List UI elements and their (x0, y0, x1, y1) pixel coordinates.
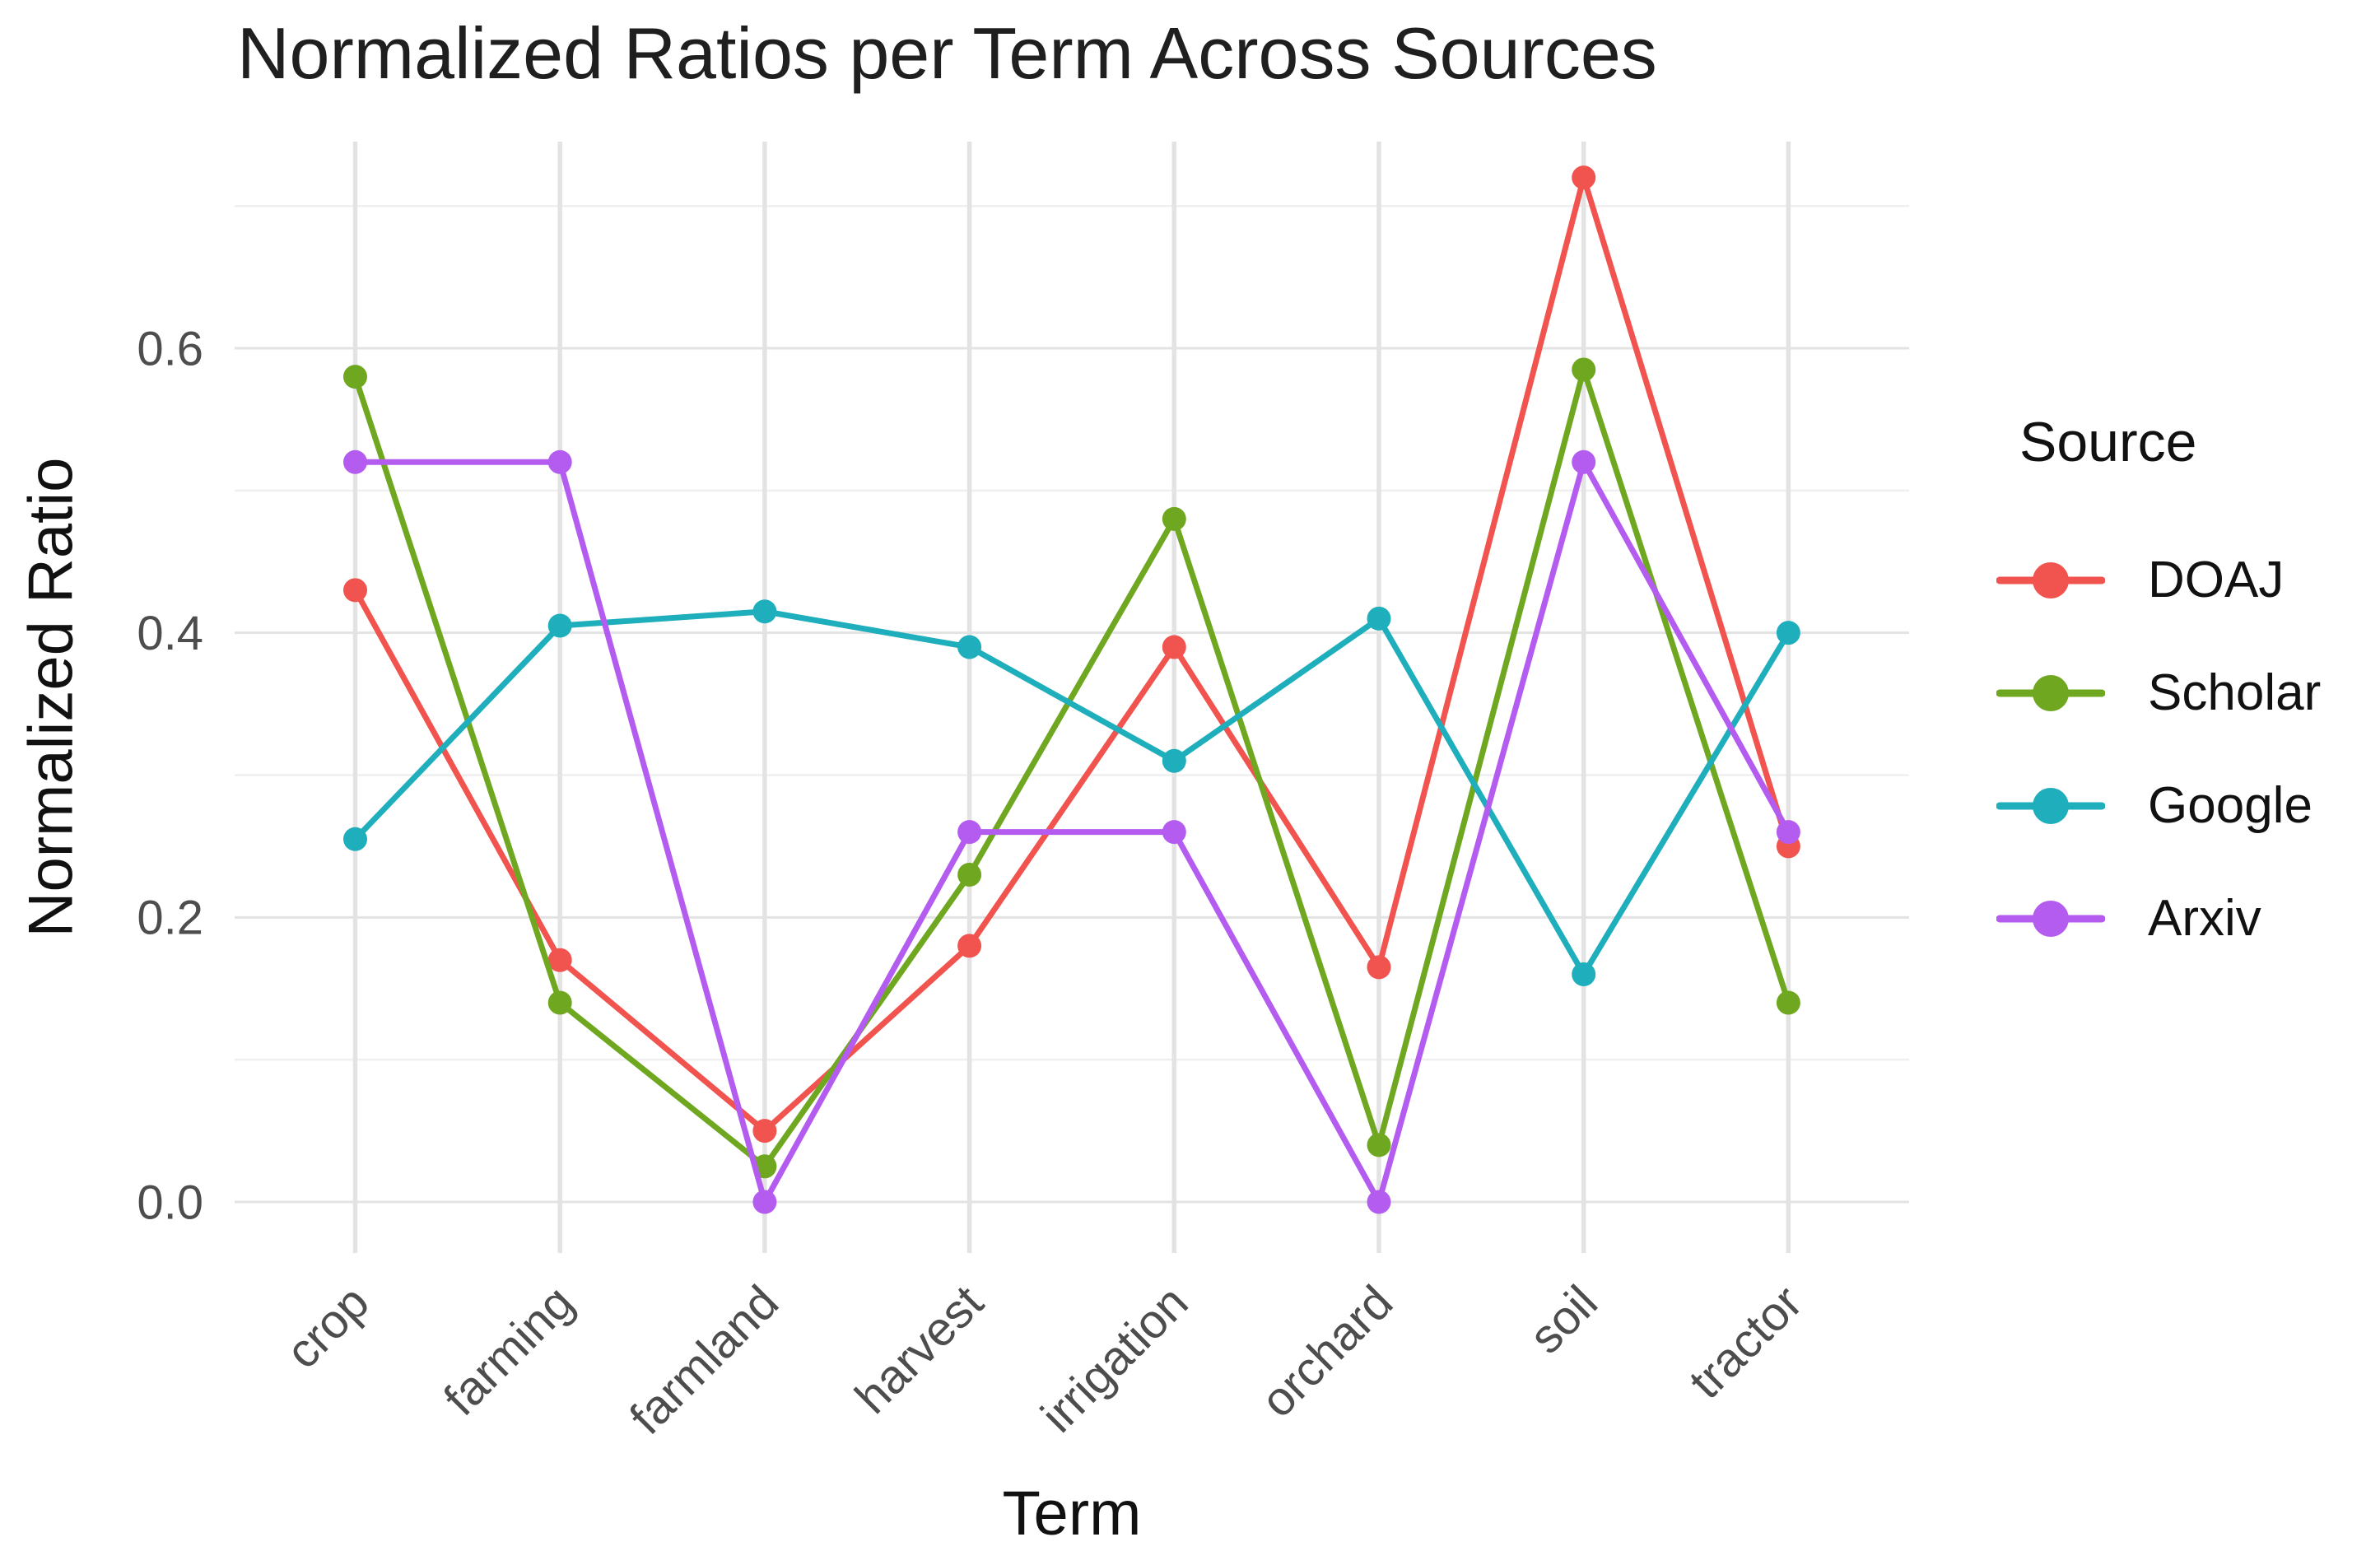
series-line-scholar (352, 366, 1791, 1170)
data-point-arxiv-soil (1572, 449, 1596, 474)
legend-item-google: Google (1996, 749, 2321, 862)
data-point-arxiv-farming (547, 449, 572, 474)
x-tick-label-farmland: farmland (620, 1275, 789, 1445)
data-point-arxiv-orchard (1367, 1190, 1391, 1214)
x-tick-label-irrigation: irrigation (1031, 1275, 1198, 1442)
series-line-doaj (352, 175, 1791, 1134)
y-tick-label: 0.0 (137, 1176, 203, 1229)
data-point-arxiv-farmland (752, 1190, 777, 1214)
data-point-scholar-crop (343, 365, 367, 389)
legend-key-dot (2033, 900, 2069, 937)
data-point-doaj-farmland (752, 1119, 777, 1143)
series-line-arxiv (352, 459, 1791, 1205)
y-tick-label: 0.2 (137, 892, 203, 945)
legend: Source DOAJ Scholar Google Arxiv (1996, 410, 2321, 975)
data-point-scholar-harvest (957, 862, 982, 887)
data-point-doaj-irrigation (1162, 635, 1186, 659)
data-point-google-farmland (752, 599, 777, 624)
data-point-scholar-farming (547, 990, 572, 1015)
x-tick-label-soil: soil (1519, 1275, 1608, 1364)
data-point-scholar-soil (1572, 357, 1596, 382)
legend-item-doaj: DOAJ (1996, 524, 2321, 636)
x-tick-label-orchard: orchard (1251, 1275, 1403, 1428)
x-axis-title: Term (1002, 1479, 1142, 1549)
legend-key-dot (2033, 561, 2069, 599)
y-tick-label: 0.6 (137, 322, 203, 375)
data-point-scholar-orchard (1367, 1133, 1391, 1157)
legend-label: Scholar (2148, 664, 2322, 721)
x-tick-label-harvest: harvest (845, 1275, 993, 1423)
legend-key-icon (1996, 900, 2105, 937)
data-point-arxiv-harvest (957, 820, 982, 845)
legend-key-icon (1996, 787, 2105, 824)
data-point-doaj-soil (1572, 165, 1596, 190)
data-point-google-harvest (957, 635, 982, 659)
legend-label: DOAJ (2148, 552, 2285, 608)
legend-key-dot (2033, 787, 2069, 824)
x-tick-label-crop: crop (276, 1275, 380, 1379)
legend-label: Arxiv (2148, 890, 2261, 947)
legend-item-arxiv: Arxiv (1996, 862, 2321, 975)
x-tick-label-tractor: tractor (1679, 1275, 1812, 1409)
data-point-doaj-orchard (1367, 955, 1391, 980)
series-line-google (352, 608, 1791, 977)
data-point-arxiv-tractor (1776, 820, 1800, 845)
legend-label: Google (2148, 777, 2312, 834)
data-point-doaj-crop (343, 578, 367, 603)
data-point-google-soil (1572, 962, 1596, 986)
data-point-google-crop (343, 827, 367, 851)
data-point-doaj-harvest (957, 934, 982, 958)
data-point-arxiv-irrigation (1162, 820, 1186, 845)
data-point-doaj-farming (547, 948, 572, 972)
data-point-google-farming (547, 613, 572, 638)
legend-key-icon (1996, 674, 2105, 711)
legend-title: Source (2019, 411, 2197, 473)
chart-title: Normalized Ratios per Term Across Source… (237, 12, 1657, 94)
data-point-scholar-tractor (1776, 990, 1800, 1015)
y-tick-label: 0.4 (137, 607, 203, 660)
legend-key-icon (1996, 561, 2105, 599)
data-point-arxiv-crop (343, 449, 367, 474)
x-tick-label-farming: farming (434, 1275, 585, 1426)
data-point-google-orchard (1367, 606, 1391, 631)
legend-key-dot (2033, 674, 2069, 711)
data-point-google-irrigation (1162, 748, 1186, 773)
data-point-scholar-irrigation (1162, 506, 1186, 531)
data-point-google-tractor (1776, 621, 1800, 645)
legend-item-scholar: Scholar (1996, 636, 2321, 749)
legend-items: DOAJ Scholar Google Arxiv (1996, 524, 2321, 975)
